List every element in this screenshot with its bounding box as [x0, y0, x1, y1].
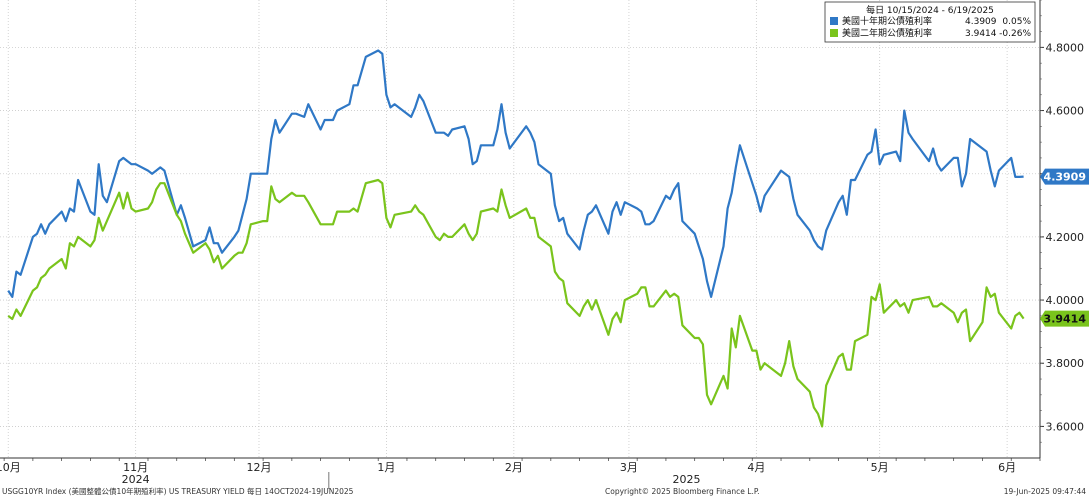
x-month-label: 10月 — [0, 461, 21, 474]
last-value-badge — [1040, 168, 1089, 185]
y-tick-label: 4.0000 — [1046, 294, 1085, 307]
footer: USGG10YR Index (美國整體公債10年期殖利率) US TREASU… — [2, 486, 1086, 496]
y-axis: 3.60003.80004.00004.20004.40004.60004.80… — [1039, 0, 1089, 458]
footer-source: USGG10YR Index (美國整體公債10年期殖利率) US TREASU… — [2, 486, 354, 496]
x-month-label: 1月 — [377, 461, 395, 474]
legend-last-value: 4.3909 — [965, 17, 997, 27]
legend-swatch — [830, 17, 838, 25]
legend-last-value: 3.9414 — [965, 29, 997, 39]
series-line-2y — [7, 178, 1025, 428]
legend-series-name: 美國十年期公債殖利率 — [842, 15, 932, 27]
legend-swatch — [830, 29, 838, 37]
legend-series-name: 美國二年期公債殖利率 — [842, 27, 932, 39]
y-tick-label: 4.6000 — [1046, 105, 1085, 118]
legend-box — [824, 1, 1036, 43]
gridlines — [0, 0, 1040, 458]
legend-change: -0.26% — [999, 29, 1031, 39]
x-month-label: 11月 — [123, 461, 148, 474]
x-month-label: 2月 — [505, 461, 523, 474]
y-tick-label: 3.6000 — [1046, 420, 1085, 433]
last-value-label: 4.3909 — [1044, 171, 1086, 184]
footer-copyright: Copyright© 2025 Bloomberg Finance L.P. — [605, 487, 760, 496]
last-value-label: 3.9414 — [1044, 313, 1087, 326]
x-month-label: 5月 — [871, 461, 889, 474]
x-month-label: 6月 — [998, 461, 1016, 474]
y-tick-label: 4.8000 — [1046, 41, 1085, 54]
last-value-badge — [1040, 310, 1089, 327]
x-month-label: 12月 — [246, 461, 271, 474]
x-month-label: 3月 — [620, 461, 638, 474]
x-axis: 10月 11月 12月 1月 2月 3月 4月 5月 6月 2024 2025 — [0, 457, 1041, 489]
x-year-label: 2024 — [122, 473, 150, 486]
y-tick-label: 4.2000 — [1046, 231, 1085, 244]
legend-change: 0.05% — [1002, 17, 1031, 27]
footer-timestamp: 19-Jun-2025 09:47:44 — [1004, 487, 1086, 496]
y-tick-label: 3.8000 — [1046, 357, 1085, 370]
x-month-label: 4月 — [747, 461, 765, 474]
x-year-label: 2025 — [672, 473, 700, 486]
legend-header: 每日 10/15/2024 - 6/19/2025 — [866, 4, 994, 16]
plot-area — [7, 49, 1025, 428]
series-line-10y — [7, 49, 1024, 298]
